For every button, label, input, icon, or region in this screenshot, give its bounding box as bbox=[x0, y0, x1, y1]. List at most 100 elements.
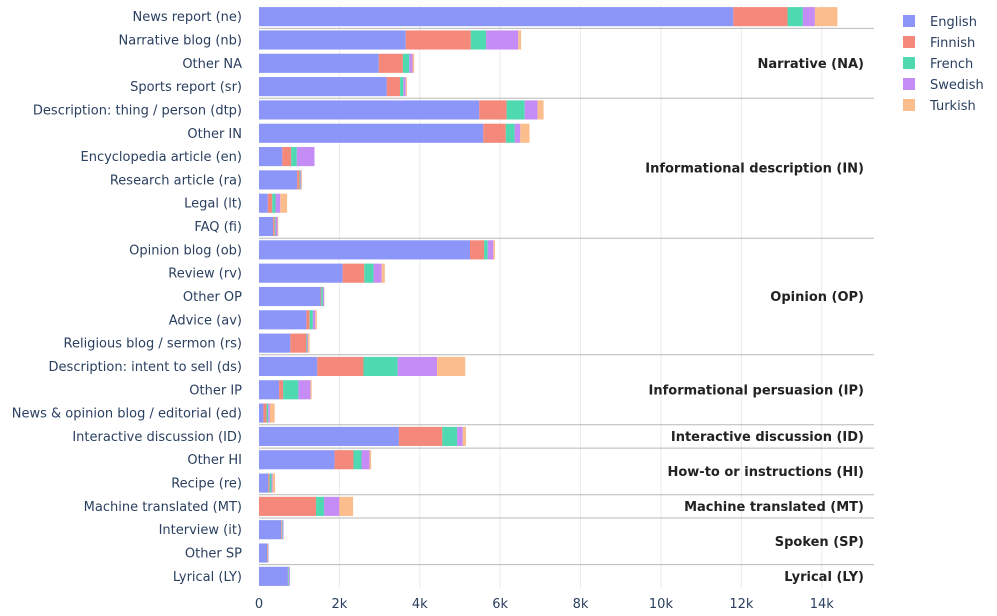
x-tick-label: 14k bbox=[810, 597, 835, 612]
bar-segment bbox=[405, 77, 407, 97]
legend-swatch[interactable] bbox=[903, 15, 915, 27]
bar-segment bbox=[470, 240, 485, 260]
bar-segment bbox=[814, 7, 838, 27]
bar-segment bbox=[279, 380, 284, 400]
bar-segment bbox=[462, 426, 467, 446]
bar-segment bbox=[524, 100, 538, 120]
category-label: FAQ (fi) bbox=[194, 220, 242, 235]
bar-segment bbox=[275, 193, 281, 213]
bar-segment bbox=[299, 170, 301, 190]
bar-segment bbox=[281, 520, 283, 540]
bar-segment bbox=[733, 7, 788, 27]
bar-segment bbox=[487, 240, 494, 260]
legend-swatch[interactable] bbox=[903, 99, 915, 111]
category-label: Narrative blog (nb) bbox=[119, 33, 243, 48]
category-label: Legal (lt) bbox=[184, 197, 242, 212]
category-label: Other IP bbox=[189, 383, 242, 398]
x-tick-label: 12k bbox=[729, 597, 754, 612]
category-label: Sports report (sr) bbox=[130, 80, 242, 95]
bar-segment bbox=[306, 333, 308, 353]
group-label: Spoken (SP) bbox=[775, 535, 864, 550]
x-axis-ticks: 0 2k 4k 6k 8k 10k 12k 14k bbox=[255, 597, 834, 612]
bar-segment bbox=[259, 403, 264, 423]
bar-segment bbox=[442, 426, 458, 446]
bar-segment bbox=[290, 333, 307, 353]
bar-segment bbox=[273, 216, 275, 237]
legend-label[interactable]: Swedish bbox=[930, 78, 984, 93]
bar-segment bbox=[479, 100, 507, 120]
bar-segment bbox=[402, 53, 410, 73]
legend-swatch[interactable] bbox=[903, 78, 915, 90]
bar-segment bbox=[269, 473, 272, 493]
bar-segment bbox=[518, 30, 522, 50]
category-label: Machine translated (MT) bbox=[84, 500, 242, 515]
group-label: Narrative (NA) bbox=[757, 57, 864, 72]
bar-segment bbox=[259, 147, 283, 167]
x-tick-label: 4k bbox=[412, 597, 428, 612]
group-label: Informational description (IN) bbox=[645, 162, 864, 177]
legend-swatch[interactable] bbox=[903, 36, 915, 48]
bar-segment bbox=[310, 380, 312, 400]
bar-segment bbox=[309, 310, 313, 330]
bar-segment bbox=[259, 380, 280, 400]
bar-segment bbox=[316, 496, 325, 516]
bar-segment bbox=[272, 473, 276, 493]
bar-segment bbox=[493, 240, 495, 260]
bar-segment bbox=[268, 403, 270, 423]
bar-segment bbox=[483, 123, 506, 143]
category-label: Interactive discussion (ID) bbox=[72, 430, 242, 445]
bar-segment bbox=[259, 566, 288, 586]
category-label: Other NA bbox=[182, 57, 242, 72]
legend-label[interactable]: Finnish bbox=[930, 36, 975, 51]
bar-segment bbox=[412, 53, 415, 73]
bar-segment bbox=[282, 520, 284, 540]
bar-segment bbox=[296, 147, 315, 167]
category-label: Advice (av) bbox=[169, 313, 242, 328]
group-label: How-to or instructions (HI) bbox=[667, 465, 864, 480]
category-label: Other SP bbox=[185, 547, 242, 562]
bar-segment bbox=[324, 496, 340, 516]
legend-label[interactable]: Turkish bbox=[929, 99, 976, 114]
legend: English Finnish French Swedish Turkish bbox=[903, 15, 984, 114]
bar-segment bbox=[259, 356, 318, 377]
category-label: Recipe (re) bbox=[171, 477, 242, 492]
bar-segment bbox=[259, 543, 268, 563]
bar-segment bbox=[259, 193, 268, 213]
category-label: Research article (ra) bbox=[110, 173, 242, 188]
bar-segment bbox=[280, 193, 288, 213]
category-label: News report (ne) bbox=[133, 10, 242, 25]
bar-segment bbox=[269, 403, 275, 423]
bar-segment bbox=[298, 380, 311, 400]
bar-segment bbox=[369, 450, 372, 470]
x-tick-label: 6k bbox=[492, 597, 508, 612]
bar-segment bbox=[259, 77, 387, 97]
legend-swatch[interactable] bbox=[903, 57, 915, 69]
bar-segment bbox=[291, 147, 297, 167]
bar-segment bbox=[275, 216, 278, 237]
bar-segment bbox=[353, 450, 362, 470]
bar-segment bbox=[277, 216, 279, 237]
bar-segment bbox=[282, 147, 292, 167]
bar-segment bbox=[281, 520, 282, 540]
bar-segment bbox=[289, 566, 290, 586]
bar-segment bbox=[259, 240, 471, 260]
bar-segment bbox=[315, 310, 317, 330]
bar-segment bbox=[259, 30, 406, 50]
bar-segment bbox=[514, 123, 521, 143]
group-label: Lyrical (LY) bbox=[784, 570, 864, 585]
bar-segment bbox=[259, 123, 484, 143]
legend-label[interactable]: English bbox=[930, 15, 977, 30]
bar-segment bbox=[334, 450, 354, 470]
bar-segment bbox=[320, 286, 322, 307]
bar-segment bbox=[259, 170, 298, 190]
group-labels: Narrative (NA) Informational description … bbox=[645, 57, 864, 585]
bar-segment bbox=[267, 193, 273, 213]
legend-label[interactable]: French bbox=[930, 57, 973, 72]
bar-segment bbox=[259, 333, 291, 353]
bar-segment bbox=[259, 263, 343, 283]
bar-segment bbox=[259, 7, 734, 27]
bar-segment bbox=[259, 286, 321, 307]
bar-segment bbox=[259, 53, 379, 73]
group-label: Opinion (OP) bbox=[770, 290, 864, 305]
